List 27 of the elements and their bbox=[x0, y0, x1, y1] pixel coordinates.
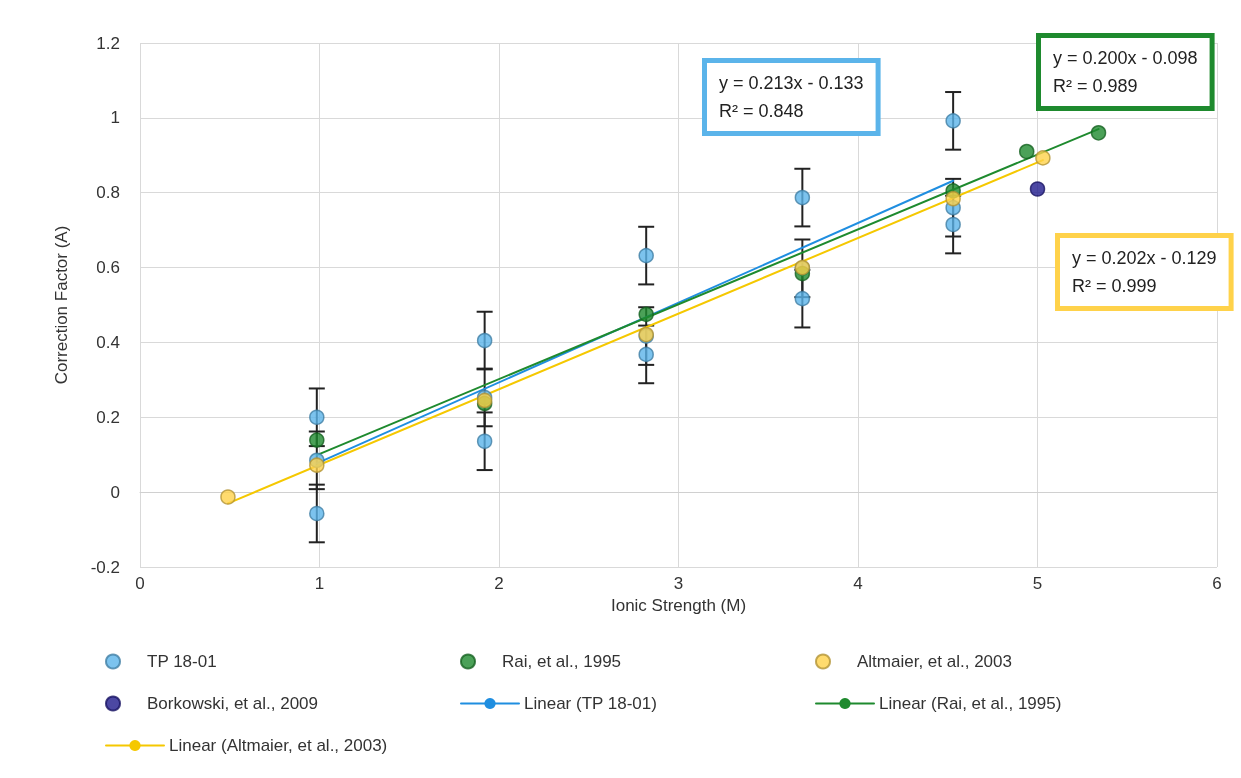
x-tick-label: 6 bbox=[1212, 574, 1222, 593]
annotation: y = 0.200x - 0.098 R² = 0.989 bbox=[1053, 48, 1198, 96]
legend-label: Linear (Rai, et al., 1995) bbox=[879, 694, 1062, 713]
x-axis-title: Ionic Strength (M) bbox=[610, 595, 747, 615]
y-tick-label: 1.2 bbox=[96, 33, 120, 53]
legend-label: Rai, et al., 1995 bbox=[502, 652, 622, 671]
legend-label: Linear (Altmaier, et al., 2003) bbox=[169, 736, 388, 755]
legend-label: TP 18-01 bbox=[147, 652, 217, 671]
y-tick-label: -0.2 bbox=[90, 557, 120, 577]
y-tick-label: 0.4 bbox=[96, 332, 120, 352]
x-tick-label: 5 bbox=[1032, 574, 1043, 593]
legend-label: Altmaier, et al., 2003 bbox=[857, 652, 1012, 671]
y-tick-label: 0.2 bbox=[96, 407, 120, 427]
x-tick-label: 0 bbox=[135, 574, 145, 593]
y-axis-title: Correction Factor (A) bbox=[52, 225, 71, 385]
y-tick-label: 1 bbox=[110, 108, 120, 128]
legend-label: Linear (TP 18-01) bbox=[524, 694, 657, 713]
y-tick-label: 0.6 bbox=[96, 258, 120, 278]
y-tick-label: 0.8 bbox=[96, 183, 120, 203]
x-tick-label: 3 bbox=[673, 574, 684, 593]
x-tick-label: 4 bbox=[853, 574, 863, 593]
annotation: y = 0.213x - 0.133 R² = 0.848 bbox=[719, 73, 864, 121]
x-tick-label: 1 bbox=[314, 574, 325, 593]
x-tick-label: 2 bbox=[494, 574, 504, 593]
legend-label: Borkowski, et al., 2009 bbox=[147, 694, 319, 713]
annotation: y = 0.202x - 0.129 R² = 0.999 bbox=[1072, 248, 1217, 296]
y-tick-label: 0 bbox=[110, 482, 120, 502]
